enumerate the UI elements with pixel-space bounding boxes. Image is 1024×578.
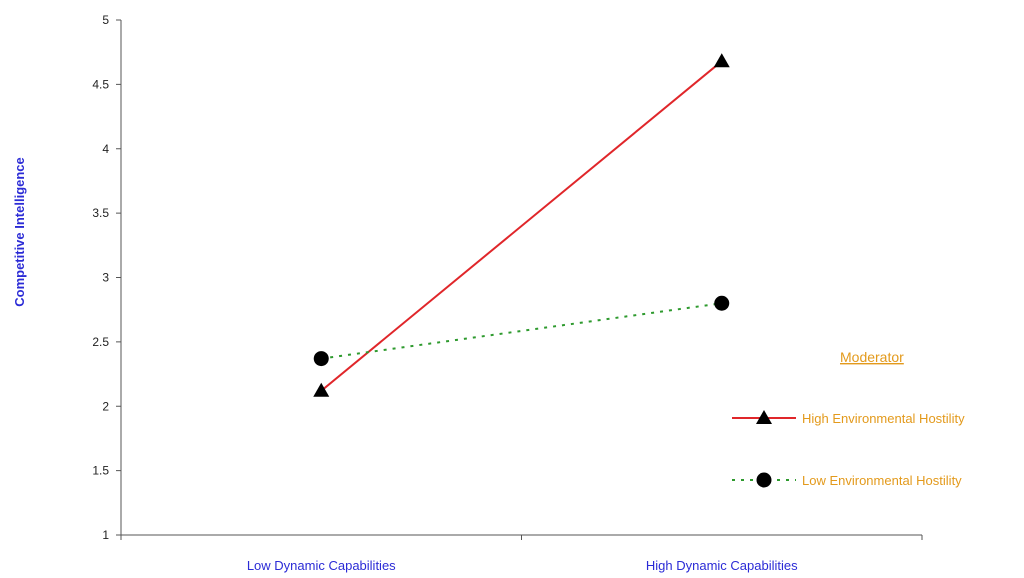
y-tick-label: 4: [102, 142, 109, 156]
legend-marker: [756, 410, 772, 424]
y-tick-label: 2: [102, 399, 109, 413]
y-axis-label: Competitive Intelligence: [12, 157, 27, 307]
axes: [120, 20, 922, 536]
series-line: [320, 60, 723, 392]
legend-marker: [756, 472, 772, 488]
y-tick-label: 4.5: [92, 77, 109, 91]
data-point-marker: [313, 382, 330, 397]
data-point-marker: [713, 53, 730, 68]
legend-label: Low Environmental Hostility: [802, 473, 962, 488]
legend-entry: Low Environmental Hostility: [732, 472, 962, 488]
y-tick-label: 3: [102, 271, 109, 285]
series-layer: [313, 53, 730, 397]
y-axis-ticks: 1 1.5 2 2.5 3 3.5 4 4.5 5: [92, 13, 121, 542]
y-tick-label: 5: [102, 13, 109, 27]
y-tick-label: 2.5: [92, 335, 109, 349]
y-tick-label: 3.5: [92, 206, 109, 220]
x-axis-ticks: Low Dynamic Capabilities High Dynamic Cap…: [120, 535, 923, 573]
legend-label: High Environmental Hostility: [802, 411, 965, 426]
series-1: [313, 295, 730, 367]
legend-entry: High Environmental Hostility: [732, 410, 965, 426]
x-category-label: High Dynamic Capabilities: [646, 558, 798, 573]
data-point-marker: [714, 295, 730, 311]
series-0: [313, 53, 730, 397]
x-category-label: Low Dynamic Capabilities: [247, 558, 396, 573]
series-line: [321, 302, 722, 360]
y-tick-label: 1.5: [92, 464, 109, 478]
y-tick-label: 1: [102, 528, 109, 542]
legend: Moderator High Environmental Hostility Lo…: [732, 349, 965, 488]
legend-title: Moderator: [840, 349, 904, 365]
data-point-marker: [313, 351, 329, 367]
